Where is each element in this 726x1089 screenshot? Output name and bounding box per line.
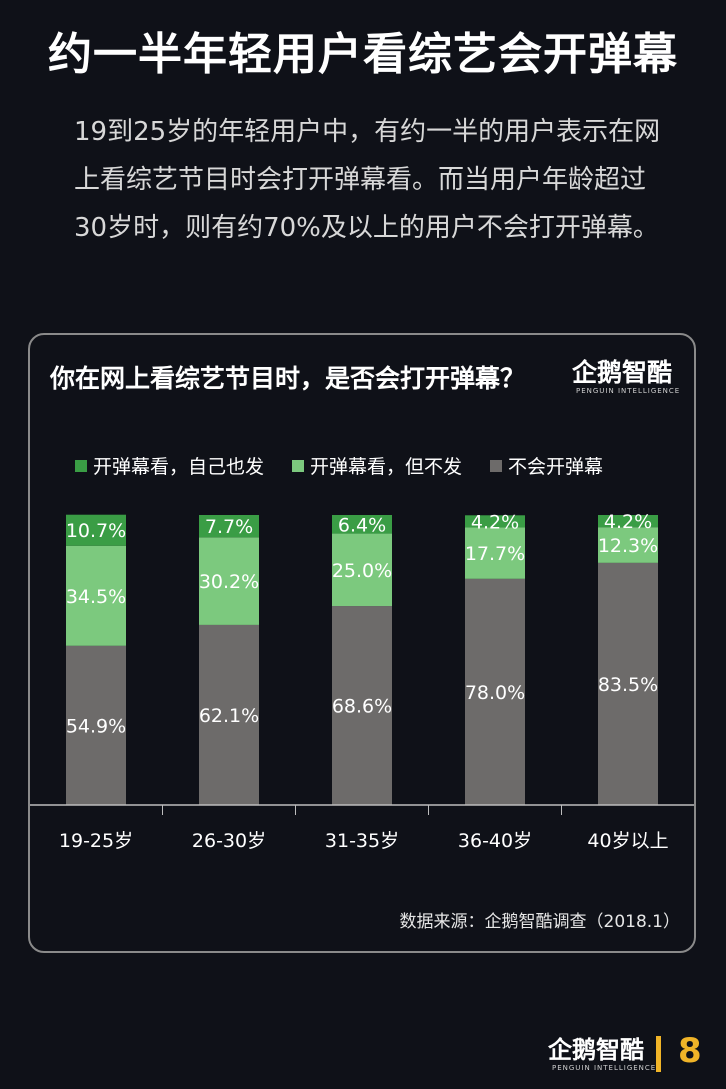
x-tick-label: 19-25岁 <box>59 830 133 852</box>
bar-value-label: 25.0% <box>332 560 392 582</box>
footer-brand-name: 企鹅智酷 <box>548 1036 644 1064</box>
bar-value-label: 7.7% <box>205 516 253 538</box>
bar-segment <box>465 527 525 579</box>
legend-label: 不会开弹幕 <box>508 456 604 478</box>
legend-label: 开弹幕看，自己也发 <box>93 456 265 478</box>
bar-segment <box>199 624 259 805</box>
bar-value-label: 12.3% <box>598 535 658 557</box>
bar-segment <box>598 515 658 528</box>
bar-value-label: 62.1% <box>199 705 259 727</box>
brand-logo-sub: PENGUIN INTELLIGENCE <box>576 387 681 395</box>
bar-value-label: 4.2% <box>604 511 652 533</box>
bar-segment <box>332 515 392 534</box>
bar-value-label: 30.2% <box>199 571 259 593</box>
brand-logo-name: 企鹅智酷 <box>572 358 673 387</box>
legend-item: 不会开弹幕 <box>490 452 603 479</box>
footer-divider <box>656 1036 661 1072</box>
legend-item: 开弹幕看，但不发 <box>292 452 462 479</box>
bar-segment <box>66 645 126 805</box>
bar-value-label: 68.6% <box>332 696 392 718</box>
legend-swatch <box>292 459 305 472</box>
chart-title: 你在网上看综艺节目时，是否会打开弹幕？ <box>50 364 526 393</box>
bar-segment <box>465 515 525 528</box>
x-tick-label: 36-40岁 <box>458 830 532 852</box>
bar-segment <box>66 545 126 646</box>
intro-paragraph: 19到25岁的年轻用户中，有约一半的用户表示在网上看综艺节目时会打开弹幕看。而当… <box>74 117 661 243</box>
legend-swatch <box>490 459 503 472</box>
bar-value-label: 10.7% <box>66 520 126 542</box>
bar-segment <box>465 578 525 805</box>
brand-logo: 企鹅智酷 PENGUIN INTELLIGENCE <box>572 353 682 401</box>
bar-value-label: 34.5% <box>66 586 126 608</box>
x-tick-label: 40岁以上 <box>587 830 668 852</box>
bar-segment <box>66 514 126 546</box>
page-number: 8 <box>678 1031 702 1071</box>
legend-label: 开弹幕看，但不发 <box>310 456 463 478</box>
bar-value-label: 17.7% <box>465 543 525 565</box>
chart-card: 你在网上看综艺节目时，是否会打开弹幕？ 企鹅智酷 PENGUIN INTELLI… <box>28 333 696 953</box>
bar-value-label: 78.0% <box>465 682 525 704</box>
x-tick-label: 31-35岁 <box>325 830 399 852</box>
bar-segment <box>332 606 392 805</box>
legend-swatch <box>75 459 87 472</box>
bar-segment <box>199 515 259 538</box>
bar-segment <box>332 533 392 607</box>
page-title: 约一半年轻用户看综艺会开弹幕 <box>48 29 678 80</box>
footer-brand-logo: 企鹅智酷 PENGUIN INTELLIGENCE <box>548 1030 658 1080</box>
bar-segment <box>199 537 259 625</box>
stacked-bar-chart: 54.9% 34.5% 10.7% 19-25岁 62.1% 30.2% 7.7% 26-30… <box>30 511 694 852</box>
bar-segment <box>598 527 658 563</box>
legend-item: 开弹幕看，自己也发 <box>75 452 264 479</box>
bar-segment <box>598 562 658 805</box>
data-source: 数据来源：企鹅智酷调查（2018.1） <box>399 912 680 932</box>
bar-value-label: 4.2% <box>471 511 519 533</box>
chart-legend: 开弹幕看，自己也发 开弹幕看，但不发 不会开弹幕 <box>75 452 695 479</box>
x-tick-label: 26-30岁 <box>192 830 266 852</box>
footer-brand-sub: PENGUIN INTELLIGENCE <box>552 1064 657 1072</box>
bar-value-label: 6.4% <box>338 514 386 536</box>
bar-value-label: 83.5% <box>598 674 658 696</box>
bar-value-label: 54.9% <box>66 715 126 737</box>
